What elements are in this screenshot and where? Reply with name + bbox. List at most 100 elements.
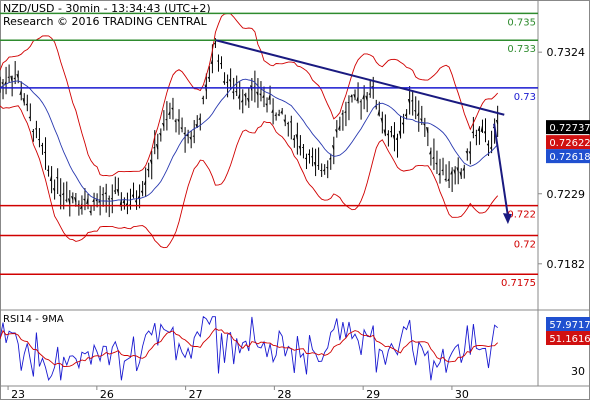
price-bar-open [295,134,298,140]
price-bar-open [159,132,162,136]
price-bar-open [420,118,423,121]
price-bar-open [444,178,447,181]
price-bar-open [322,169,326,172]
y-tick-label: 0.7229 [547,188,586,201]
price-tag-label: 0.72622 [549,138,590,149]
price-bar-open [189,136,192,140]
price-bar-open [326,166,328,169]
price-bar-open [283,119,286,123]
price-bar-open [92,199,95,203]
level-label: 0.735 [507,17,536,28]
price-bar-open [338,125,341,130]
price-bar-open [25,103,28,106]
price-bar-open [16,73,19,79]
price-bar-open [435,162,438,165]
price-bar-open [58,194,62,197]
price-bar-open [74,197,77,203]
price-bar-open [86,197,89,205]
price-bar-open [377,109,380,116]
price-bar-open [453,169,456,175]
price-bar-open [341,112,344,115]
price-bar-open [198,117,201,121]
rsi-title: RSI14 - 9MA [3,314,64,325]
x-tick-label: 27 [189,388,203,400]
x-tick-label: 28 [277,388,291,400]
level-label: 0.722 [507,210,536,221]
price-bar-open [207,76,210,80]
rsi-line [0,315,498,381]
price-bar-open [256,91,259,96]
price-bar-open [268,94,271,100]
price-bar-open [407,98,411,104]
price-bar-open [174,120,177,123]
bollinger-lower-band [0,105,499,249]
price-bar-open [146,168,150,172]
price-bar-open [89,210,92,214]
price-bar-open [344,111,347,114]
rsi-tag-rsi [546,317,590,331]
price-bar-open [40,144,43,147]
price-bar-open [380,117,383,123]
price-bar-open [414,109,417,112]
price-bar-open [441,169,444,172]
price-bar-open [10,75,13,83]
price-tag-label: 0.72737 [549,123,590,134]
price-bar-open [149,159,153,165]
price-bar-open [398,130,402,137]
price-bar-open [265,103,268,106]
price-bar-open [68,198,71,204]
price-bar-open [259,93,262,96]
price-bar-open [465,150,468,154]
y-tick-label: 0.7182 [547,258,586,271]
price-tag-last [546,120,590,135]
price-bar-open [244,93,247,98]
price-bar-open [7,76,10,79]
price-bar-open [46,169,49,172]
price-bar-open [137,195,141,199]
price-bar-open [404,113,408,117]
price-bar-open [13,77,16,80]
price-bar-open [447,178,450,182]
price-bar-open [237,94,241,99]
price-bar-open [483,131,486,135]
projection-arrow-head [502,213,512,225]
rsi-tag-label: 51.1616 [549,334,590,345]
price-bar-open [429,150,432,155]
price-bar-open [4,81,7,85]
price-bar-open [52,188,56,192]
price-bar-open [140,190,144,194]
price-bar-open [95,199,98,202]
bollinger-upper-band [0,13,499,177]
price-bar-open [101,193,104,196]
price-tag-ma [546,149,590,164]
price-bar-open [43,151,46,154]
x-tick-label: 23 [11,388,25,400]
price-bar-open [180,127,183,130]
price-bar-open [353,94,356,99]
price-bar-open [292,137,295,141]
x-tick-label: 29 [366,388,380,400]
price-bar-open [183,132,186,135]
price-bar-open [71,196,74,200]
price-bar-open [247,97,250,103]
price-bar-open [162,122,165,127]
rsi-tag-label: 57.9717 [549,320,590,331]
price-bar-open [231,91,235,94]
price-bar-open [228,79,232,82]
price-bar-open [171,107,174,110]
price-bar-open [107,198,110,200]
price-bar-open [438,172,441,176]
price-bar-open [131,193,134,197]
level-label: 0.73 [514,92,536,103]
price-bar-open [1,82,4,85]
chart-copyright: Research © 2016 TRADING CENTRAL [3,15,207,28]
price-bar-open [386,133,389,136]
price-bar-open [153,146,156,149]
price-bar-open [456,167,459,172]
price-bar-open [143,180,147,185]
price-bar-open [392,134,395,140]
y-tick-label: 0.7324 [547,46,586,59]
price-bar-open [477,127,480,132]
price-bar-open [459,171,462,177]
